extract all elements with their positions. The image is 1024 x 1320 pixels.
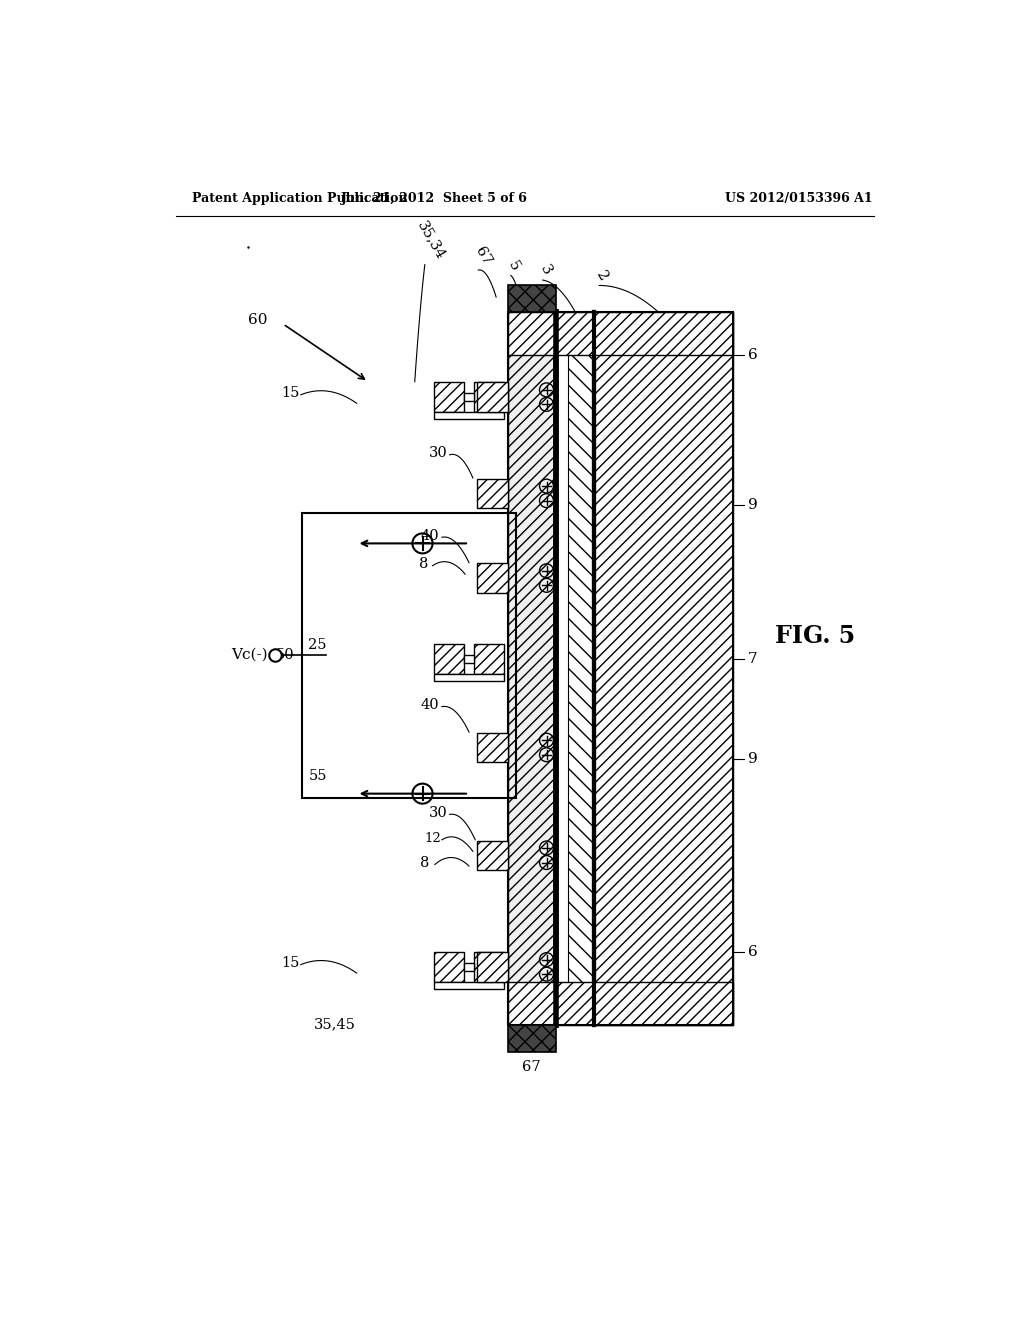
Text: 30: 30 — [429, 807, 447, 820]
Bar — [594, 313, 732, 1024]
Text: 55: 55 — [308, 770, 327, 783]
Text: 2: 2 — [593, 268, 609, 284]
Bar — [474, 952, 504, 982]
Bar — [434, 952, 464, 982]
Bar — [434, 673, 504, 681]
Text: 3: 3 — [538, 263, 554, 277]
Bar — [508, 982, 732, 1024]
Text: 50: 50 — [276, 648, 295, 663]
Bar — [474, 383, 504, 412]
Bar — [464, 655, 474, 663]
Text: 35,45: 35,45 — [314, 1018, 356, 1032]
Bar — [477, 383, 508, 412]
Text: 12: 12 — [424, 832, 441, 845]
Text: 8: 8 — [420, 557, 429, 572]
Text: US 2012/0153396 A1: US 2012/0153396 A1 — [725, 191, 872, 205]
Text: 9: 9 — [748, 752, 758, 766]
Bar — [474, 644, 504, 673]
Text: 67: 67 — [522, 1060, 541, 1074]
Text: Jun. 21, 2012  Sheet 5 of 6: Jun. 21, 2012 Sheet 5 of 6 — [341, 191, 527, 205]
Text: 60: 60 — [248, 313, 267, 327]
Bar — [508, 313, 732, 1024]
Bar — [508, 1024, 556, 1052]
Text: 5: 5 — [506, 259, 522, 275]
Bar — [434, 982, 504, 989]
Bar — [434, 412, 504, 420]
Text: 35,34: 35,34 — [415, 219, 447, 263]
Text: 30: 30 — [429, 446, 447, 461]
Text: 67: 67 — [473, 244, 495, 268]
Bar — [508, 285, 556, 313]
Text: 8: 8 — [420, 855, 429, 870]
Bar — [464, 964, 474, 970]
Bar — [477, 733, 508, 762]
Text: FIG. 5: FIG. 5 — [775, 624, 855, 648]
Text: 15: 15 — [282, 956, 300, 970]
Text: 40: 40 — [421, 529, 439, 543]
Bar — [477, 841, 508, 870]
Bar — [477, 952, 508, 982]
Text: 6: 6 — [748, 347, 758, 362]
Text: Patent Application Publication: Patent Application Publication — [191, 191, 408, 205]
Text: 7: 7 — [748, 652, 758, 665]
Bar — [508, 313, 732, 355]
Text: 15: 15 — [282, 387, 300, 400]
Text: 25: 25 — [308, 638, 327, 652]
Bar — [477, 564, 508, 593]
Text: 6: 6 — [748, 945, 758, 958]
Bar — [464, 393, 474, 401]
Bar — [508, 313, 556, 1024]
Text: Vc(-): Vc(-) — [230, 648, 267, 663]
Bar — [434, 644, 464, 673]
Bar — [568, 313, 594, 1024]
Bar — [434, 383, 464, 412]
Bar — [477, 479, 508, 508]
Text: 9: 9 — [748, 498, 758, 512]
Text: 40: 40 — [421, 698, 439, 711]
Bar — [302, 512, 515, 797]
